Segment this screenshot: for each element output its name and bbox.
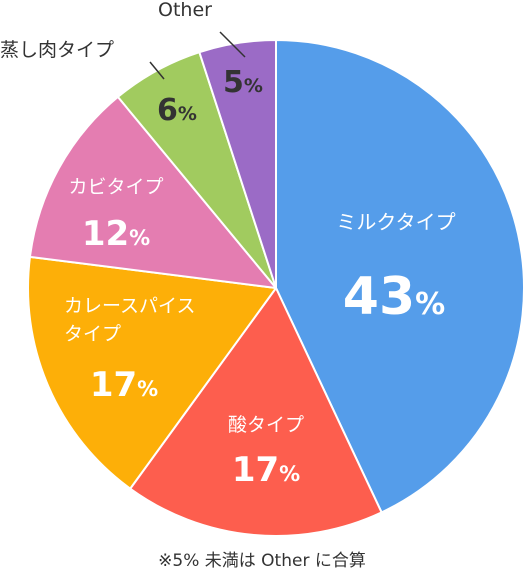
slice-label: 蒸し肉タイプ [0,39,114,61]
slice-label: 酸タイプ [228,414,304,436]
pie-chart: ミルクタイプ 43% 酸タイプ 17% カレースパイスタイプ 17% カビタイプ 12% 蒸し肉… [0,0,524,537]
slice-value: 17% [90,365,158,405]
pie-slice [198,39,277,289]
slice-value: 17% [232,450,300,490]
slice-value: 5% [223,65,263,100]
pie-labels: ミルクタイプ 43% 酸タイプ 17% カレースパイスタイプ 17% カビタイプ 12% 蒸し肉… [0,0,455,490]
slice-value: 43% [343,267,445,327]
slice-value: 12% [82,214,150,254]
slice-label: Other [158,0,212,21]
footnote: ※5% 未満は Other に合算 [158,551,366,571]
slice-label: カビタイプ [68,176,163,198]
pie-slices [27,39,524,537]
pie-slice [275,39,524,514]
pie-slice [27,255,277,490]
slice-label: カレースパイスタイプ [64,295,195,345]
leader-line [149,61,165,80]
leader-line [219,31,246,58]
pie-slice [129,287,383,537]
slice-value: 6% [157,93,197,128]
slice-label: ミルクタイプ [336,210,455,234]
pie-slice [28,95,277,289]
